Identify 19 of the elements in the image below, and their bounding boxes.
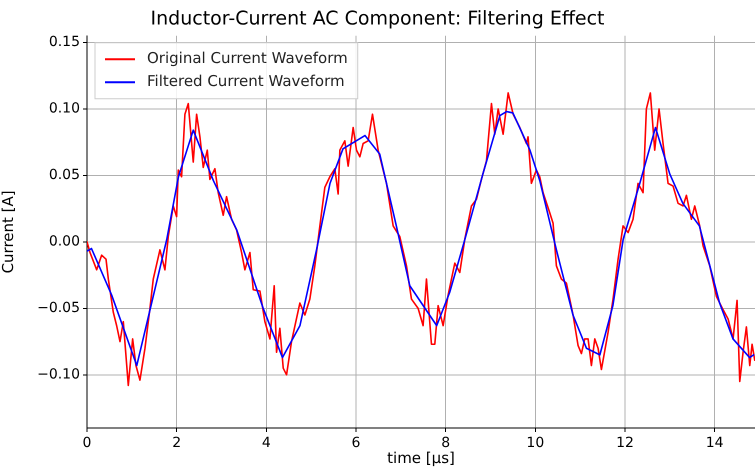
x-tick-label: 10: [526, 435, 544, 452]
x-tick-label: 0: [82, 435, 92, 452]
x-tick-label: 4: [262, 435, 271, 452]
x-tick-label: 14: [706, 435, 724, 452]
x-axis-title: time [μs]: [387, 448, 455, 467]
y-tick-label: 0.10: [48, 100, 80, 117]
legend-label: Filtered Current Waveform: [147, 72, 345, 90]
x-tick-label: 12: [616, 435, 634, 452]
y-tick-label: −0.10: [37, 366, 80, 382]
y-tick-label: 0.15: [48, 34, 80, 50]
x-tick-label: 6: [352, 435, 361, 452]
y-tick-label: 0.00: [48, 234, 80, 250]
y-tick-label: 0.05: [48, 167, 80, 184]
x-tick-label: 2: [172, 435, 182, 452]
y-tick-label: −0.05: [37, 300, 80, 316]
y-axis-title: Current [A]: [0, 190, 17, 274]
chart-title: Inductor-Current AC Component: Filtering Effect: [150, 7, 604, 30]
x-tick-label: 8: [441, 435, 450, 452]
legend-label: Original Current Waveform: [147, 49, 348, 68]
